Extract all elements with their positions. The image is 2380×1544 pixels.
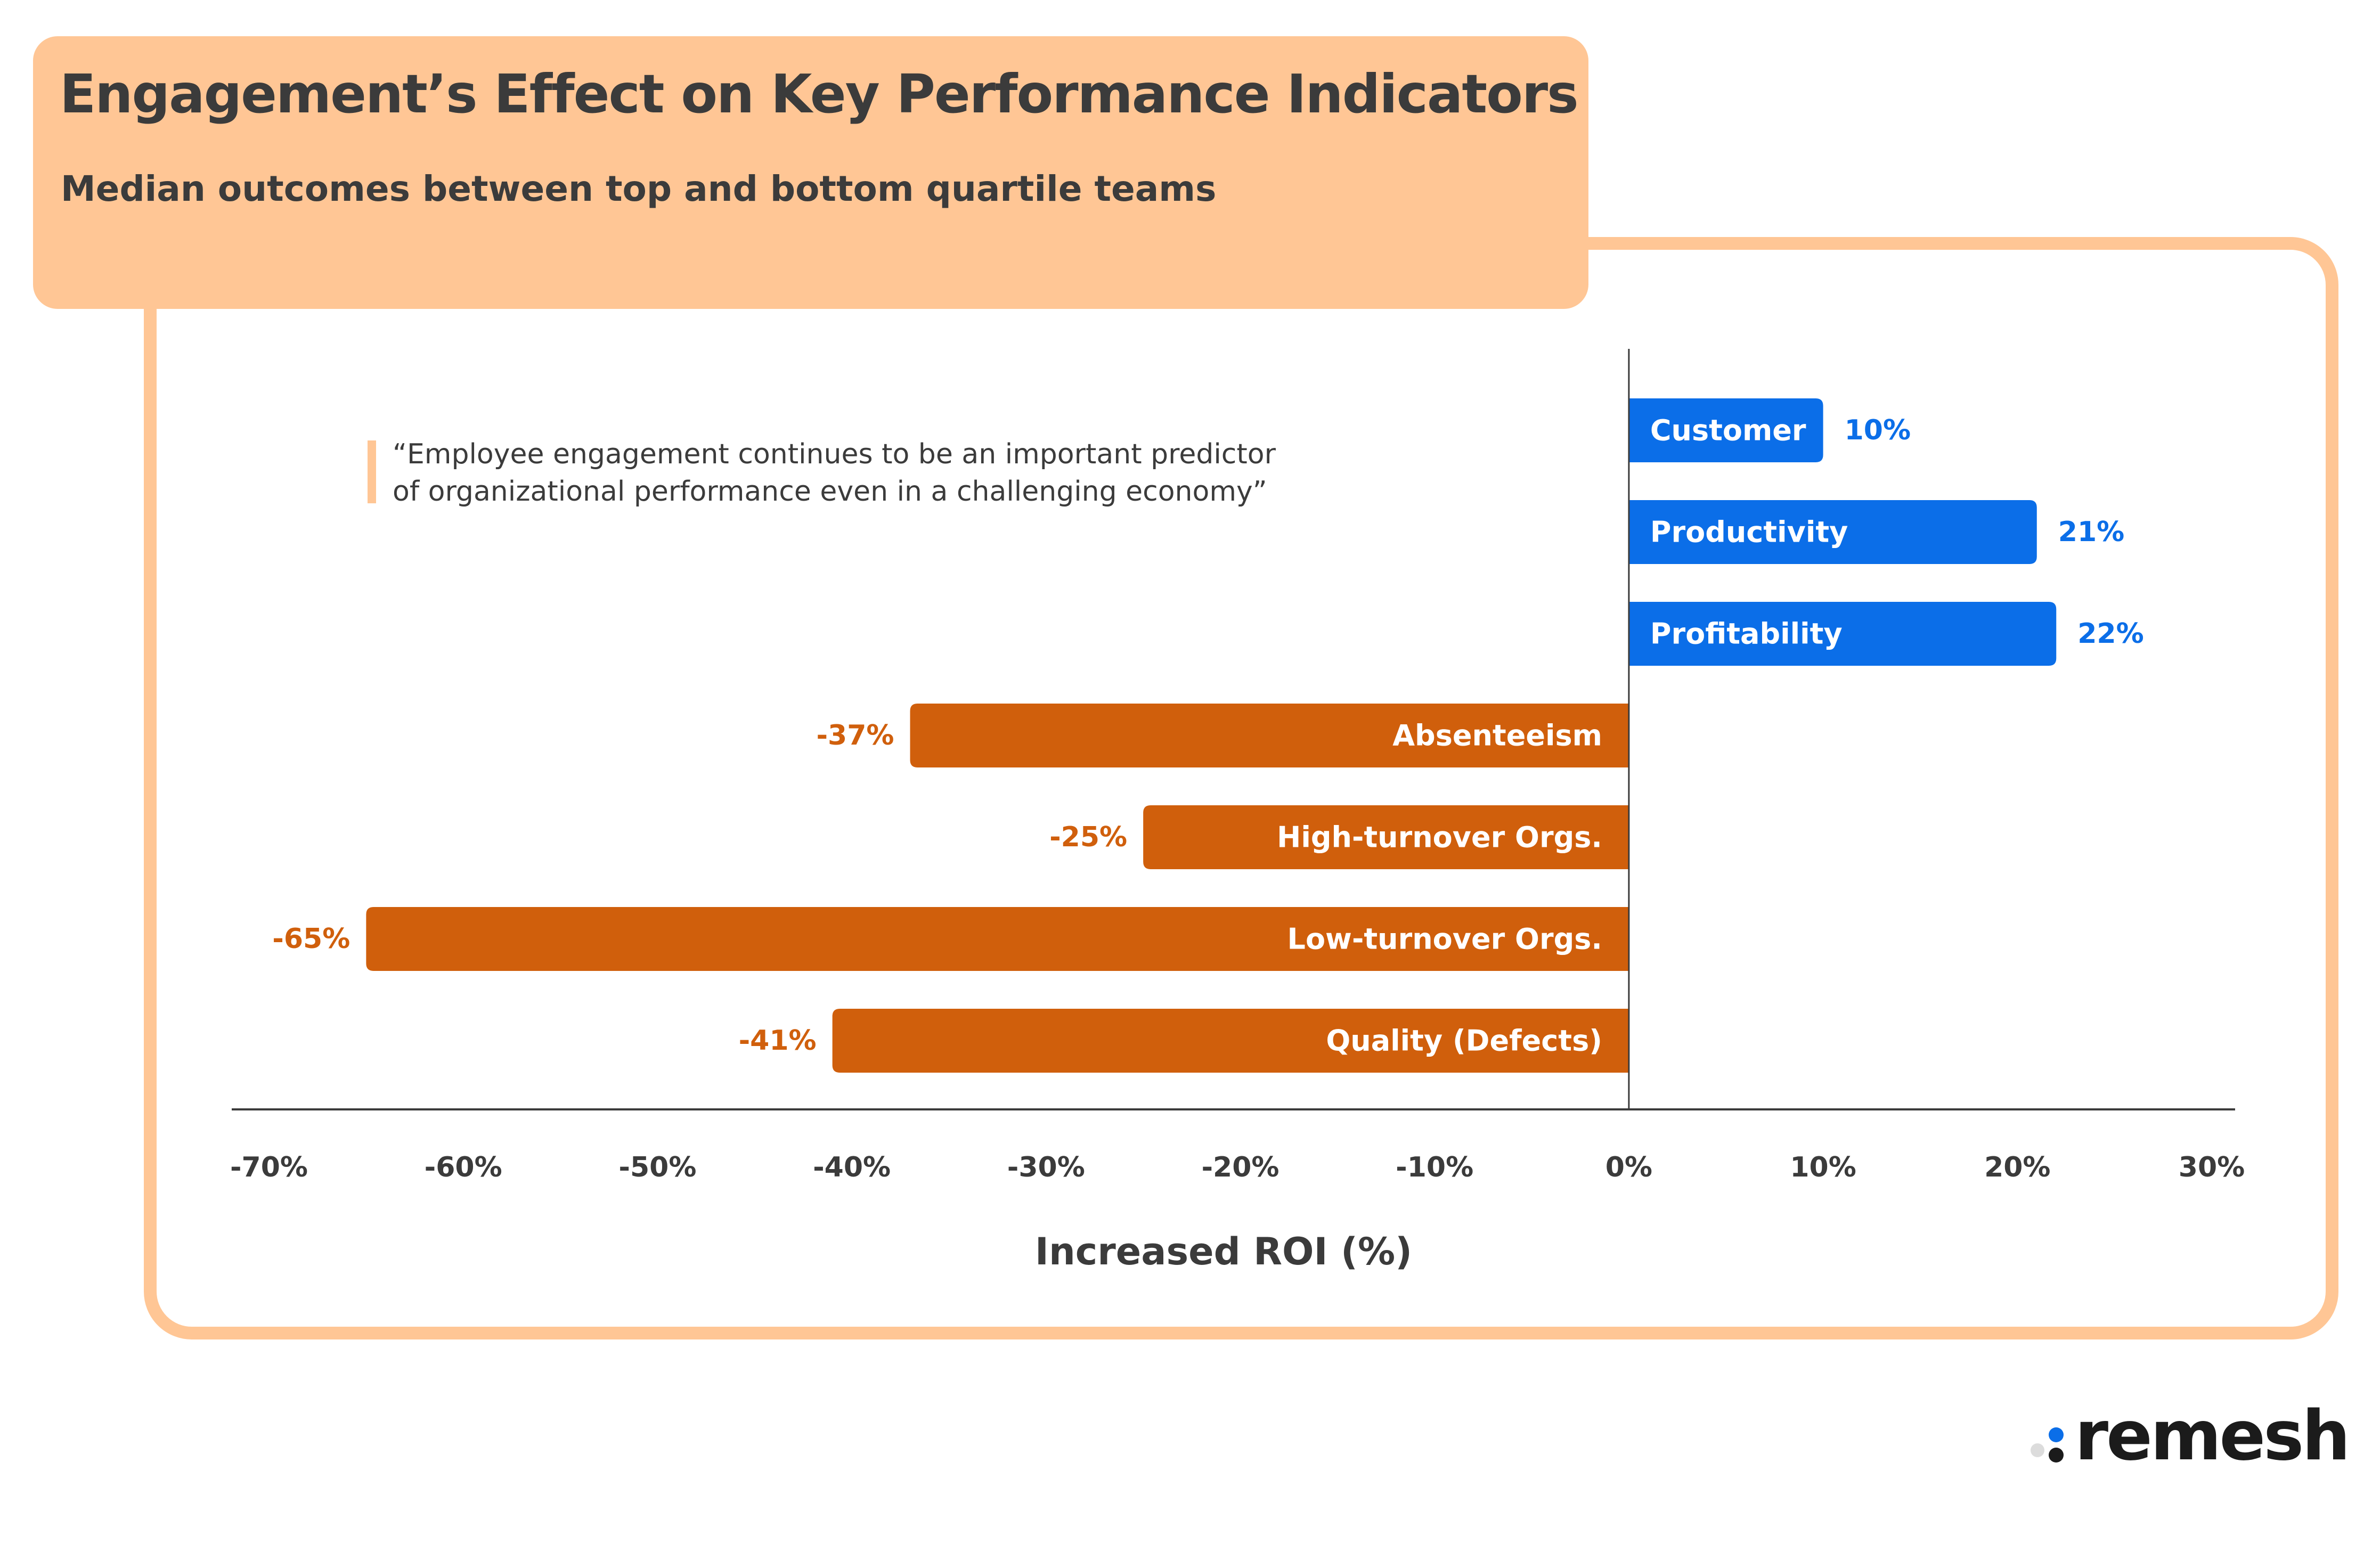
quote-text: “Employee engagement continues to be an … (393, 436, 1276, 510)
bar-category-label-5: Low-turnover Orgs. (1287, 922, 1602, 956)
bar-4 (1143, 805, 1629, 869)
bar-5 (366, 907, 1629, 971)
chart-frame (144, 237, 2338, 1339)
logo-dot-blue (2049, 1427, 2064, 1442)
x-tick-label-3: -40% (813, 1151, 891, 1183)
x-tick-label-10: 30% (2179, 1151, 2245, 1183)
chart-title: Engagement’s Effect on Key Performance I… (60, 63, 1579, 125)
x-tick-label-1: -60% (425, 1151, 502, 1183)
x-tick-label-7: 0% (1605, 1151, 1652, 1183)
bar-category-label-2: Profitability (1650, 617, 1843, 651)
quote-line-2: of organizational performance even in a … (393, 476, 1267, 508)
bar-value-label-0: 10% (1845, 414, 1911, 446)
bar-3 (910, 704, 1629, 767)
quote-line-1: “Employee engagement continues to be an … (393, 438, 1276, 470)
x-tick-label-4: -30% (1007, 1151, 1085, 1183)
bar-value-label-3: -37% (816, 720, 894, 751)
bar-category-label-4: High-turnover Orgs. (1277, 821, 1602, 854)
bar-value-label-1: 21% (2058, 516, 2124, 548)
quote-accent-bar (368, 440, 376, 503)
bar-value-label-5: -65% (272, 923, 350, 955)
x-tick-label-6: -10% (1396, 1151, 1473, 1183)
bar-value-label-4: -25% (1049, 821, 1127, 853)
x-tick-label-0: -70% (230, 1151, 308, 1183)
logo-dot-dark (2049, 1448, 2064, 1463)
bar-6 (832, 1009, 1629, 1073)
logo-dots-icon (2024, 1395, 2077, 1475)
chart-subtitle: Median outcomes between top and bottom q… (61, 168, 1217, 209)
x-tick-label-5: -20% (1201, 1151, 1279, 1183)
bar-category-label-0: Customer (1650, 414, 1806, 447)
bar-0 (1628, 398, 1823, 462)
remesh-logo: remesh (2024, 1395, 2350, 1476)
bar-value-label-6: -41% (739, 1025, 817, 1057)
bar-1 (1628, 500, 2037, 564)
header-card (33, 36, 1588, 309)
x-axis-title: Increased ROI (%) (1035, 1230, 1412, 1273)
x-tick-label-2: -50% (618, 1151, 696, 1183)
bar-value-label-2: 22% (2077, 618, 2143, 650)
x-tick-label-8: 10% (1790, 1151, 1856, 1183)
bar-category-label-3: Absenteeism (1392, 719, 1602, 753)
logo-dot-grey (2031, 1443, 2044, 1457)
logo-wordmark: remesh (2075, 1396, 2350, 1476)
bar-category-label-6: Quality (Defects) (1326, 1024, 1602, 1058)
bar-2 (1628, 602, 2057, 666)
x-tick-label-9: 20% (1984, 1151, 2050, 1183)
bar-category-label-1: Productivity (1650, 516, 1848, 549)
